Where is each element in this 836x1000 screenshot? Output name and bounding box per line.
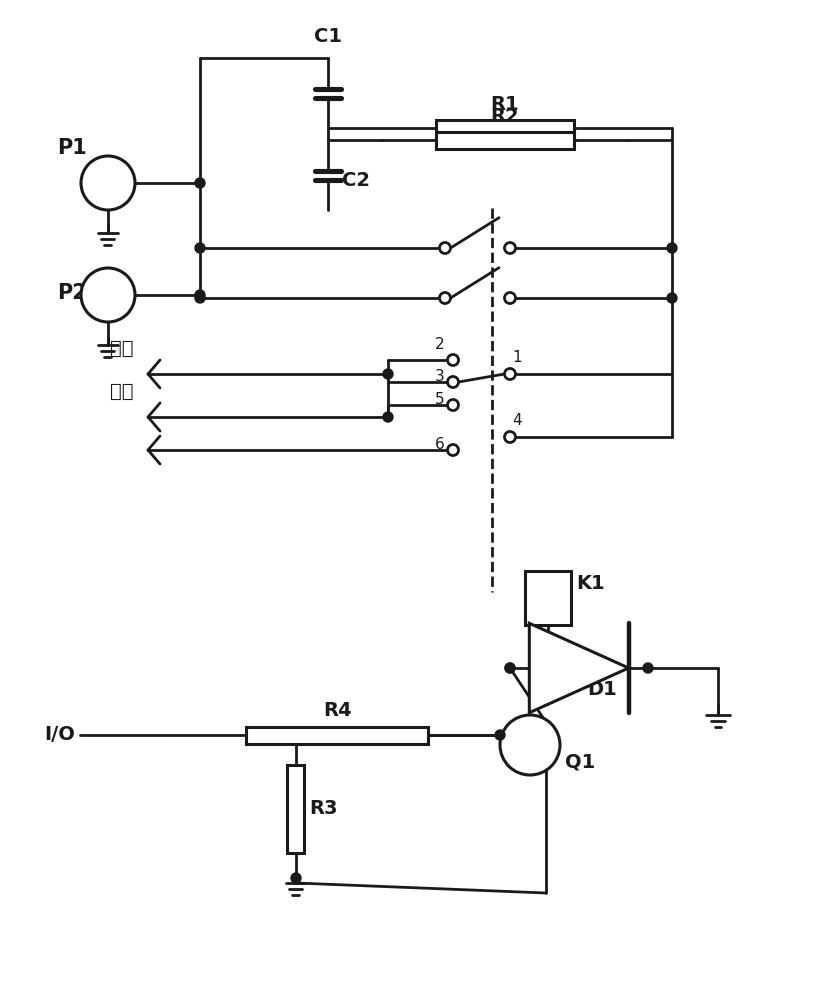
Polygon shape — [528, 623, 628, 713]
Text: D1: D1 — [586, 680, 616, 699]
Circle shape — [195, 293, 205, 303]
Circle shape — [499, 715, 559, 775]
Bar — [524, 571, 570, 625]
Circle shape — [291, 873, 301, 883]
Circle shape — [439, 242, 450, 253]
Circle shape — [447, 376, 458, 387]
Circle shape — [447, 444, 458, 456]
Circle shape — [447, 355, 458, 365]
Circle shape — [447, 399, 458, 410]
Text: R4: R4 — [323, 702, 351, 720]
Text: C2: C2 — [342, 170, 370, 190]
Text: P1: P1 — [57, 138, 87, 158]
Text: 4: 4 — [512, 413, 521, 428]
Text: 发送: 发送 — [110, 382, 133, 401]
Circle shape — [195, 243, 205, 253]
Bar — [247, 726, 428, 744]
Circle shape — [195, 178, 205, 188]
Text: P2: P2 — [57, 283, 87, 303]
Text: R3: R3 — [309, 800, 338, 818]
Text: 5: 5 — [435, 392, 445, 407]
Text: C1: C1 — [314, 27, 342, 46]
Text: R1: R1 — [490, 95, 518, 113]
Circle shape — [504, 292, 515, 304]
Circle shape — [642, 663, 652, 673]
Circle shape — [504, 432, 515, 442]
Circle shape — [494, 730, 504, 740]
Text: 2: 2 — [435, 337, 445, 352]
Circle shape — [504, 663, 514, 673]
Circle shape — [666, 293, 676, 303]
Circle shape — [666, 243, 676, 253]
Circle shape — [81, 156, 135, 210]
Circle shape — [81, 268, 135, 322]
Circle shape — [195, 290, 205, 300]
Text: Q1: Q1 — [564, 753, 594, 772]
Bar — [436, 131, 573, 148]
Text: R2: R2 — [490, 106, 518, 125]
Text: 接收: 接收 — [110, 339, 133, 358]
Text: 3: 3 — [435, 369, 445, 384]
Circle shape — [439, 292, 450, 304]
Text: I/O: I/O — [44, 726, 75, 744]
Circle shape — [383, 369, 393, 379]
Circle shape — [504, 368, 515, 379]
Text: 6: 6 — [435, 437, 445, 452]
Circle shape — [504, 242, 515, 253]
Bar — [436, 119, 573, 136]
Bar — [287, 765, 304, 853]
Circle shape — [383, 412, 393, 422]
Circle shape — [504, 663, 514, 673]
Text: K1: K1 — [575, 574, 604, 593]
Text: 1: 1 — [512, 350, 521, 365]
